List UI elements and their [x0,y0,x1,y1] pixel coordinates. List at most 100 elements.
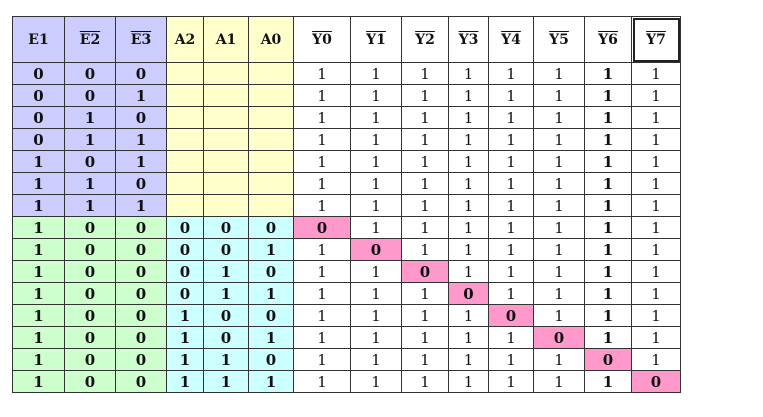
cell-y3: 1 [448,238,489,261]
cell-a2 [166,84,204,107]
column-header-y6: Y6 [584,16,632,63]
cell-y4: 1 [488,326,534,349]
cell-a1 [203,84,249,107]
cell-y3: 1 [448,194,489,217]
cell-y2: 0 [401,260,449,283]
cell-y0: 1 [293,172,351,195]
cell-e2: 0 [64,348,116,371]
cell-y6: 1 [584,106,632,129]
cell-y4: 1 [488,128,534,151]
cell-y4: 1 [488,282,534,305]
cell-e1: 1 [12,172,65,195]
cell-a2 [166,150,204,173]
column-header-y4: Y4 [488,16,534,63]
cell-y3: 1 [448,150,489,173]
cell-y5: 1 [533,84,585,107]
cell-y4: 1 [488,216,534,239]
cell-y4: 1 [488,84,534,107]
cell-y7: 1 [631,282,681,305]
cell-a1 [203,194,249,217]
column-header-a0: A0 [248,16,294,63]
cell-e2: 0 [64,150,116,173]
cell-y7: 1 [631,348,681,371]
cell-y7: 1 [631,194,681,217]
cell-y4: 1 [488,172,534,195]
cell-a0: 1 [248,370,294,393]
cell-e2: 1 [64,128,116,151]
cell-y5: 1 [533,304,585,327]
cell-y1: 1 [350,260,402,283]
cell-y0: 1 [293,238,351,261]
cell-y3: 1 [448,62,489,85]
cell-e3: 0 [115,216,167,239]
cell-y7: 1 [631,326,681,349]
cell-y7: 0 [631,370,681,393]
cell-y7: 1 [631,238,681,261]
cell-e1: 1 [12,150,65,173]
cell-y7: 1 [631,216,681,239]
cell-y5: 1 [533,62,585,85]
cell-y5: 1 [533,216,585,239]
cell-y2: 1 [401,238,449,261]
cell-y3: 1 [448,304,489,327]
cell-y6: 1 [584,282,632,305]
cell-y0: 1 [293,348,351,371]
column-header-y7: Y7 [631,16,681,63]
cell-y7: 1 [631,62,681,85]
cell-e3: 0 [115,172,167,195]
cell-a0: 0 [248,348,294,371]
cell-a1: 1 [203,260,249,283]
cell-y2: 1 [401,84,449,107]
cell-e3: 0 [115,370,167,393]
cell-a1 [203,172,249,195]
cell-e2: 0 [64,216,116,239]
cell-a1 [203,62,249,85]
column-header-e3: E3 [115,16,167,63]
cell-y1: 1 [350,348,402,371]
cell-e3: 1 [115,84,167,107]
cell-a2: 0 [166,238,204,261]
cell-y2: 1 [401,172,449,195]
cell-y0: 1 [293,304,351,327]
cell-y7: 1 [631,304,681,327]
cell-e2: 0 [64,370,116,393]
cell-e1: 1 [12,238,65,261]
cell-e3: 0 [115,326,167,349]
cell-e1: 0 [12,62,65,85]
cell-y6: 1 [584,326,632,349]
cell-a0: 0 [248,216,294,239]
cell-y7: 1 [631,84,681,107]
cell-a2 [166,106,204,129]
cell-e1: 1 [12,304,65,327]
cell-y1: 1 [350,194,402,217]
cell-y4: 1 [488,348,534,371]
cell-y5: 1 [533,238,585,261]
cell-y0: 1 [293,260,351,283]
cell-y7: 1 [631,150,681,173]
cell-y1: 0 [350,238,402,261]
cell-a2: 1 [166,348,204,371]
column-header-y2: Y2 [401,16,449,63]
cell-y1: 1 [350,128,402,151]
cell-y6: 1 [584,172,632,195]
cell-y5: 1 [533,172,585,195]
cell-y4: 1 [488,106,534,129]
cell-a1 [203,150,249,173]
cell-y0: 1 [293,370,351,393]
cell-e1: 0 [12,106,65,129]
cell-e1: 0 [12,84,65,107]
cell-y0: 1 [293,282,351,305]
cell-y4: 1 [488,194,534,217]
cell-y6: 1 [584,150,632,173]
cell-y3: 1 [448,84,489,107]
cell-a1: 0 [203,216,249,239]
cell-y1: 1 [350,172,402,195]
cell-e3: 1 [115,194,167,217]
cell-y1: 1 [350,326,402,349]
